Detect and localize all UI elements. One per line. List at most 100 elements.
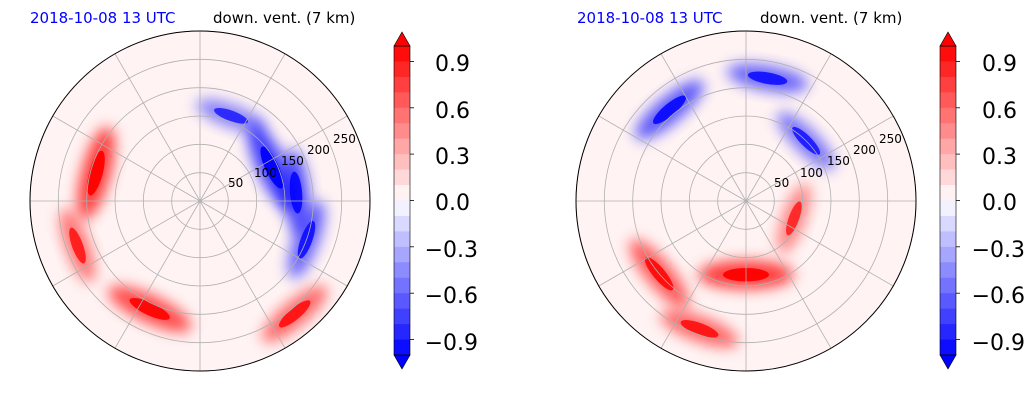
grid-spoke	[114, 53, 201, 202]
grid-spoke	[598, 200, 747, 287]
grid-spoke	[745, 200, 894, 287]
colorbar-tick-right: 0.3	[982, 145, 1017, 170]
colorbar-segment	[940, 324, 956, 340]
colorbar-segment	[940, 231, 956, 248]
grid-spoke	[199, 115, 348, 202]
colorbar-segment	[394, 231, 410, 248]
grid-spoke	[199, 200, 348, 287]
colorbar-segment	[394, 215, 410, 232]
colorbar-right	[939, 31, 960, 370]
colorbar-extend-bottom	[393, 354, 411, 370]
colorbar-segment	[940, 138, 956, 155]
panel-right: 2018-10-08 13 UTC down. vent. (7 km) 50 …	[575, 9, 1025, 372]
colorbar-segment	[394, 154, 410, 170]
radial-tick-right: 250	[879, 132, 902, 146]
colorbar-segment	[940, 293, 956, 310]
colorbar-segment	[394, 61, 410, 78]
date-label-left: 2018-10-08 13 UTC	[30, 9, 176, 27]
radial-tick-left: 100	[254, 166, 277, 180]
colorbar-segment	[394, 308, 410, 325]
colorbar-segment	[940, 61, 956, 78]
colorbar-left	[393, 31, 414, 370]
colorbar-segment	[394, 46, 410, 62]
colorbar-segment	[940, 123, 956, 140]
field-core	[289, 171, 303, 214]
field-core	[747, 71, 788, 85]
grid-spoke	[660, 53, 747, 202]
radial-tick-left: 200	[307, 143, 330, 157]
colorbar-segment	[940, 76, 956, 93]
colorbar-segment	[940, 277, 956, 294]
field-core	[260, 146, 284, 189]
colorbar-tick-left: 0.3	[435, 145, 470, 170]
colorbar-segment	[940, 107, 956, 124]
colorbar-tick-right: 0.0	[982, 191, 1017, 216]
colorbar-tick-left: 0.0	[435, 191, 470, 216]
colorbar-segment	[394, 76, 410, 93]
polar-plot-right: 50 100 150 200 250	[575, 30, 917, 372]
polar-plot-left: 50 100 150 200 250	[29, 30, 371, 372]
grid-spoke	[598, 115, 747, 202]
colorbar-segment	[394, 262, 410, 279]
grid-spoke	[745, 53, 832, 202]
colorbar-tick-right: 0.6	[982, 99, 1017, 124]
field-core	[213, 107, 249, 124]
field-core	[278, 300, 311, 328]
colorbar-tick-right: 0.9	[982, 52, 1017, 77]
colorbar-tick-left: 0.6	[435, 99, 470, 124]
colorbar-tick-right: −0.9	[972, 331, 1025, 356]
colorbar-tick-right: −0.3	[972, 238, 1025, 263]
grid-spoke	[199, 200, 286, 349]
colorbar-tick-left: 0.9	[435, 52, 470, 77]
grid-spoke	[199, 53, 286, 202]
colorbar-segment	[394, 185, 410, 201]
date-label-right: 2018-10-08 13 UTC	[577, 9, 723, 27]
title-right: down. vent. (7 km)	[760, 9, 902, 27]
colorbar-extend-bottom	[939, 354, 957, 370]
grid-spoke	[52, 115, 201, 202]
field-core	[87, 150, 105, 196]
colorbar-segment	[940, 246, 956, 263]
colorbar-segment	[394, 123, 410, 140]
radial-tick-left: 150	[281, 154, 304, 168]
field-left	[60, 99, 328, 343]
colorbar-segment	[394, 138, 410, 155]
radial-tick-right: 200	[853, 143, 876, 157]
field-core	[652, 95, 687, 125]
plot-border-left	[29, 30, 371, 372]
grid-spoke	[52, 200, 201, 287]
colorbar-segment	[940, 215, 956, 232]
colorbar-tick-right: −0.6	[972, 284, 1025, 309]
colorbar-tick-left: −0.3	[425, 238, 478, 263]
radial-tick-right: 150	[827, 154, 850, 168]
colorbar-segment	[394, 92, 410, 109]
colorbar-segment	[940, 92, 956, 109]
field-core	[680, 320, 719, 338]
field-core	[786, 201, 802, 236]
colorbar-segment	[394, 246, 410, 263]
panel-left: 2018-10-08 13 UTC down. vent. (7 km) 50 …	[29, 9, 478, 372]
field-core	[129, 297, 170, 320]
grid-spoke	[114, 200, 201, 349]
colorbar-segment	[940, 200, 956, 217]
colorbar-extend-top	[393, 31, 411, 47]
radial-tick-left: 250	[333, 132, 356, 146]
colorbar-segment	[394, 169, 410, 186]
radial-tick-right: 50	[774, 176, 789, 190]
colorbar-segment	[940, 46, 956, 62]
colorbar-segment	[940, 308, 956, 325]
colorbar-extend-top	[939, 31, 957, 47]
colorbar-segment	[394, 107, 410, 124]
colorbar-segment	[940, 185, 956, 201]
field-core	[69, 227, 86, 264]
colorbar-tick-left: −0.9	[425, 331, 478, 356]
colorbar-segment	[394, 324, 410, 340]
colorbar-segment	[940, 154, 956, 170]
title-left: down. vent. (7 km)	[213, 9, 355, 27]
grid-spoke	[745, 115, 894, 202]
radial-tick-left: 50	[228, 176, 243, 190]
grid-spoke	[745, 200, 832, 349]
radial-tick-right: 100	[800, 166, 823, 180]
plot-border-right	[575, 30, 917, 372]
